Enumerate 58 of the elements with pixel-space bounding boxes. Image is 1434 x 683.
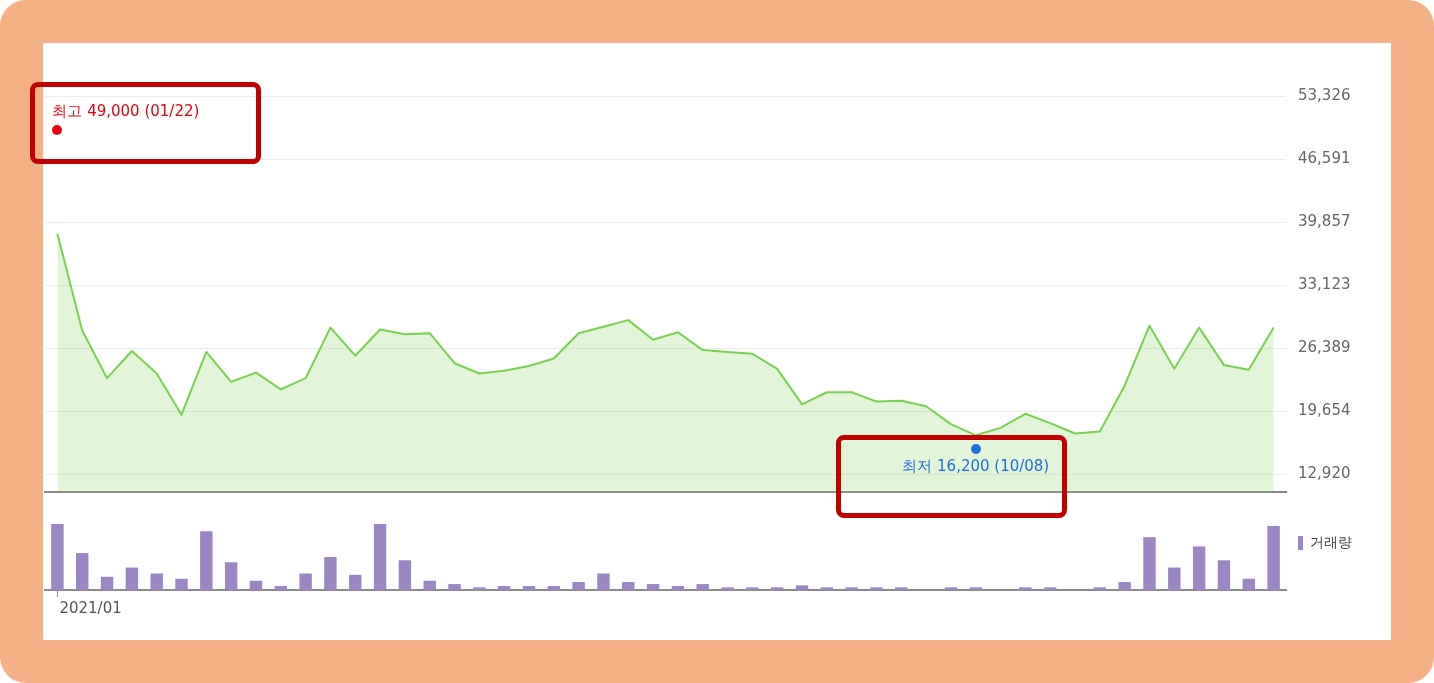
bar bbox=[547, 586, 561, 590]
y-tick-label: 53,326 bbox=[1298, 85, 1351, 104]
bar bbox=[969, 587, 982, 590]
legend-label: 거래량 bbox=[1310, 533, 1352, 550]
bar bbox=[870, 587, 883, 590]
bar bbox=[373, 524, 387, 590]
y-tick-label: 33,123 bbox=[1298, 275, 1351, 294]
bar bbox=[895, 587, 908, 590]
text: 2021/01 bbox=[59, 599, 122, 618]
bar bbox=[100, 576, 114, 590]
bar bbox=[1217, 560, 1231, 590]
bar bbox=[845, 587, 858, 590]
bar bbox=[150, 573, 163, 590]
bar bbox=[299, 573, 312, 590]
y-tick-label: 46,591 bbox=[1298, 148, 1351, 167]
bar bbox=[572, 582, 585, 590]
bar bbox=[224, 562, 238, 590]
bar bbox=[795, 585, 809, 590]
bar bbox=[349, 574, 362, 590]
bar bbox=[125, 567, 139, 590]
bar bbox=[1019, 587, 1032, 590]
bar bbox=[497, 586, 511, 590]
bar bbox=[746, 587, 759, 590]
bar bbox=[770, 587, 784, 590]
bar bbox=[448, 584, 461, 590]
bar bbox=[646, 584, 660, 590]
y-tick-label: 19,654 bbox=[1298, 401, 1351, 420]
bar bbox=[1192, 546, 1206, 590]
bar bbox=[175, 578, 188, 590]
bar bbox=[249, 580, 263, 590]
bar bbox=[1267, 525, 1280, 590]
y-tick-label: 12,920 bbox=[1298, 464, 1351, 483]
bar bbox=[1168, 567, 1181, 590]
bar bbox=[1093, 587, 1107, 590]
y-tick-label: 39,857 bbox=[1298, 212, 1351, 231]
bar bbox=[696, 584, 709, 590]
bar bbox=[1118, 582, 1131, 590]
bar bbox=[522, 586, 536, 590]
bar bbox=[944, 587, 958, 590]
bar bbox=[51, 524, 64, 590]
bar bbox=[1044, 587, 1057, 590]
bar bbox=[423, 580, 436, 590]
bar bbox=[820, 587, 834, 590]
bar bbox=[597, 573, 610, 590]
bar bbox=[1242, 578, 1255, 590]
bar bbox=[274, 586, 287, 590]
bar bbox=[200, 531, 213, 590]
bar bbox=[473, 587, 486, 590]
bar bbox=[76, 553, 89, 590]
bar bbox=[324, 557, 337, 590]
annotation: 최저 16,200 (10/08) bbox=[902, 456, 1050, 475]
bar bbox=[671, 586, 685, 590]
y-tick-label: 26,389 bbox=[1298, 338, 1351, 357]
bar bbox=[1143, 537, 1156, 590]
bar bbox=[622, 582, 635, 590]
annotation: 최고 49,000 (01/22) bbox=[52, 102, 200, 121]
bar bbox=[398, 560, 412, 590]
bar bbox=[721, 587, 734, 590]
